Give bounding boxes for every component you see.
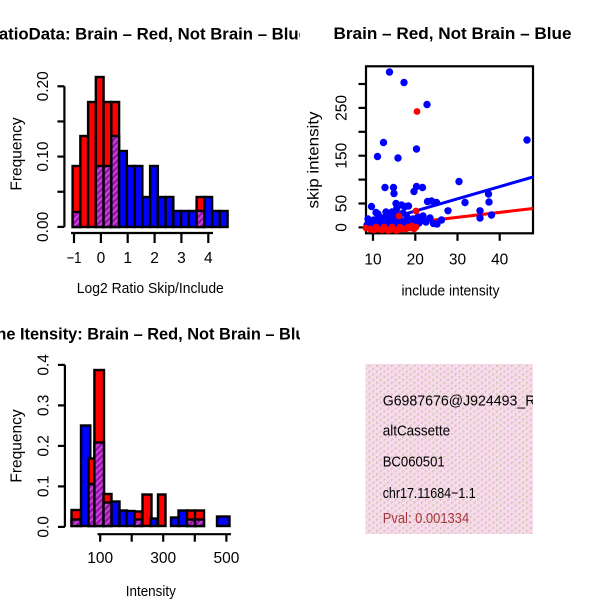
svg-text:LogRatioData: Brain – Red, Not: LogRatioData: Brain – Red, Not Brain – B…: [0, 25, 308, 44]
svg-text:500: 500: [213, 550, 239, 567]
svg-text:4: 4: [204, 250, 213, 267]
svg-text:−1: −1: [67, 250, 82, 267]
svg-text:skip intensity: skip intensity: [306, 111, 323, 208]
svg-text:Frequency: Frequency: [9, 409, 26, 482]
svg-text:150: 150: [334, 142, 351, 168]
svg-text:Log2 Ratio Skip/Include: Log2 Ratio Skip/Include: [77, 280, 224, 297]
svg-text:altCassette: altCassette: [383, 423, 451, 440]
svg-text:2: 2: [150, 250, 159, 267]
svg-text:Brain – Red, Not Brain – Blue: Brain – Red, Not Brain – Blue: [334, 24, 572, 43]
svg-text:20: 20: [407, 252, 425, 269]
svg-text:G6987676@J924493_RC: G6987676@J924493_RC: [383, 393, 546, 410]
svg-text:50: 50: [334, 195, 351, 213]
svg-text:0.0: 0.0: [35, 516, 52, 538]
svg-text:40: 40: [491, 252, 509, 269]
svg-text:0.10: 0.10: [35, 141, 52, 172]
svg-text:0.00: 0.00: [35, 211, 52, 242]
svg-text:3: 3: [177, 250, 186, 267]
svg-text:Pval: 0.001334: Pval: 0.001334: [383, 510, 470, 527]
svg-text:0.2: 0.2: [35, 435, 52, 457]
svg-text:30: 30: [449, 252, 467, 269]
svg-text:Gene Itensity: Brain – Red, No: Gene Itensity: Brain – Red, Not Brain – …: [0, 325, 315, 344]
svg-text:chr17.11684−1.1: chr17.11684−1.1: [383, 485, 476, 502]
svg-text:1: 1: [123, 250, 132, 267]
svg-text:Frequency: Frequency: [9, 117, 26, 190]
svg-text:0.20: 0.20: [35, 71, 52, 102]
svg-text:0.3: 0.3: [35, 395, 52, 417]
svg-text:0: 0: [334, 223, 351, 232]
svg-text:0: 0: [97, 250, 106, 267]
svg-text:10: 10: [364, 252, 382, 269]
svg-text:include intensity: include intensity: [402, 283, 500, 300]
svg-text:Intensity: Intensity: [126, 583, 176, 600]
svg-text:0.1: 0.1: [35, 476, 52, 498]
svg-text:300: 300: [150, 550, 176, 567]
svg-text:0.4: 0.4: [35, 354, 52, 376]
svg-text:250: 250: [334, 95, 351, 121]
svg-text:100: 100: [87, 550, 113, 567]
svg-text:BC060501: BC060501: [383, 454, 445, 471]
